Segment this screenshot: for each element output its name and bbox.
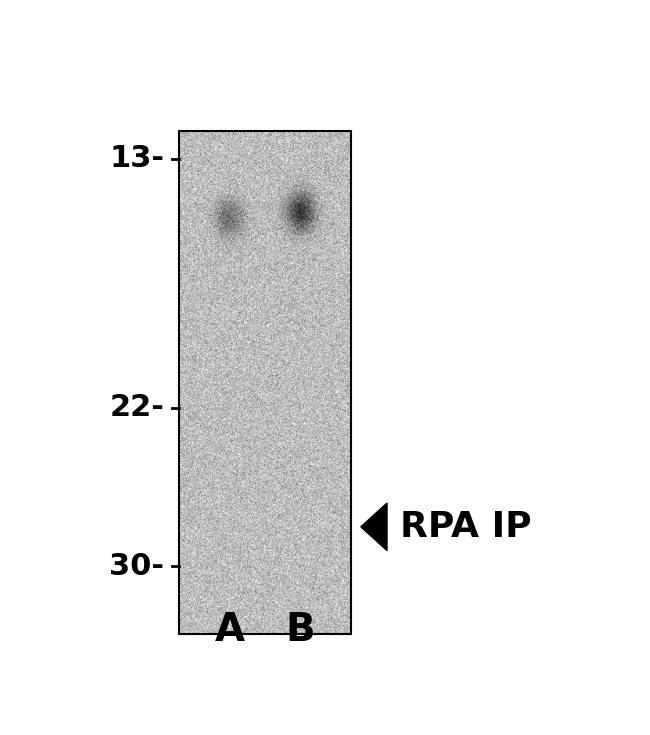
- Text: 13-: 13-: [109, 145, 164, 173]
- Text: RPA IP: RPA IP: [400, 510, 531, 544]
- Text: 30-: 30-: [109, 552, 164, 581]
- Bar: [179, 131, 351, 634]
- Text: 22-: 22-: [109, 393, 164, 423]
- Text: A: A: [214, 612, 245, 650]
- Polygon shape: [361, 503, 387, 551]
- Text: B: B: [285, 612, 315, 650]
